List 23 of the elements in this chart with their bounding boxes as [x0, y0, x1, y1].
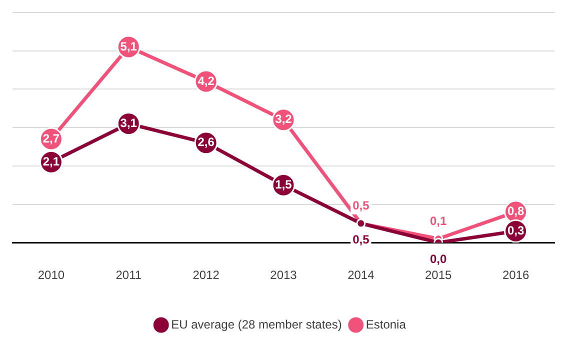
data-label: 3,1: [120, 116, 138, 130]
x-tick-label: 2012: [192, 268, 220, 282]
data-label: 0,5: [352, 198, 370, 213]
data-label: 4,2: [198, 74, 215, 88]
data-label: 5,1: [120, 39, 138, 54]
data-label: 3,2: [275, 112, 292, 126]
data-label: 0,0: [430, 252, 448, 266]
legend-label: Estonia: [366, 317, 406, 332]
x-tick-label: 2014: [348, 268, 375, 282]
data-label: 0,5: [352, 232, 370, 247]
x-tick-label: 2016: [502, 268, 530, 282]
x-tick-label: 2015: [425, 268, 452, 282]
x-tick-label: 2010: [38, 268, 65, 282]
data-label: 2,1: [42, 154, 60, 168]
data-label: 0,8: [507, 204, 524, 218]
data-label: 2,7: [42, 131, 60, 146]
data-label: 1,5: [275, 177, 292, 192]
data-label: 0,3: [507, 223, 524, 238]
x-tick-label: 2013: [270, 268, 298, 282]
x-tick-label: 2011: [116, 268, 142, 282]
data-label: 2,6: [198, 135, 215, 150]
data-label: 0,1: [430, 214, 448, 228]
legend-label: EU average (28 member states): [171, 317, 342, 332]
